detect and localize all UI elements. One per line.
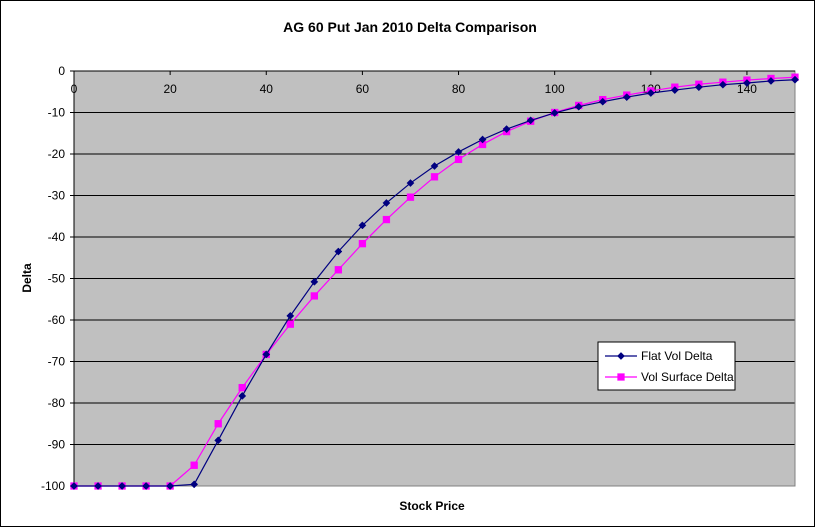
legend: Flat Vol Delta Vol Surface Delta xyxy=(597,341,736,391)
data-point xyxy=(718,80,727,89)
data-point xyxy=(286,311,295,320)
data-point xyxy=(430,173,439,181)
data-point xyxy=(742,79,751,87)
data-point xyxy=(791,75,799,84)
data-point xyxy=(214,420,222,428)
data-point xyxy=(214,436,223,445)
data-point xyxy=(334,247,343,256)
y-tick-label: -100 xyxy=(41,479,65,493)
data-point xyxy=(694,83,703,92)
x-tick-label: 0 xyxy=(71,82,78,96)
data-point xyxy=(478,135,487,144)
y-tick-label: -40 xyxy=(48,230,66,244)
data-point xyxy=(454,155,463,164)
y-tick-label: -70 xyxy=(48,355,66,369)
legend-swatch-marker xyxy=(617,352,625,360)
data-point xyxy=(310,292,318,300)
y-tick-label: -60 xyxy=(48,313,66,327)
data-point xyxy=(166,482,175,490)
y-tick-label: -50 xyxy=(48,272,66,286)
y-tick-label: 0 xyxy=(58,64,65,78)
data-point xyxy=(118,482,127,490)
data-point xyxy=(550,108,559,117)
x-tick-label: 100 xyxy=(545,82,565,96)
data-point xyxy=(190,480,199,489)
data-point xyxy=(190,461,198,469)
data-point xyxy=(670,86,679,95)
data-point xyxy=(430,162,439,170)
x-tick-label: 20 xyxy=(163,82,177,96)
data-point xyxy=(70,482,78,490)
legend-label: Vol Surface Delta xyxy=(641,370,734,384)
data-point xyxy=(358,221,367,230)
legend-box xyxy=(597,341,736,391)
data-point xyxy=(526,116,535,125)
series-layer xyxy=(70,73,799,490)
legend-label: Flat Vol Delta xyxy=(641,349,713,363)
x-axis-label: Stock Price xyxy=(399,499,465,513)
data-point xyxy=(767,77,775,85)
data-point xyxy=(406,193,415,201)
data-point xyxy=(622,93,631,102)
data-point xyxy=(286,320,294,328)
chart-title: AG 60 Put Jan 2010 Delta Comparison xyxy=(283,19,537,35)
y-tick-label: -30 xyxy=(48,189,66,203)
y-tick-label: -90 xyxy=(48,438,66,452)
series-1 xyxy=(70,75,799,490)
legend-swatch-marker xyxy=(617,373,625,381)
data-point xyxy=(574,102,583,111)
data-point xyxy=(382,215,391,224)
data-point xyxy=(358,239,367,248)
data-point xyxy=(262,350,271,359)
data-point xyxy=(310,277,319,286)
data-point xyxy=(454,147,463,156)
data-point xyxy=(334,266,343,274)
data-point xyxy=(382,199,391,207)
data-point xyxy=(142,482,151,490)
y-tick-label: -80 xyxy=(48,396,66,410)
x-tick-label: 40 xyxy=(260,82,274,96)
data-point xyxy=(598,97,607,106)
data-point xyxy=(502,125,511,134)
data-point xyxy=(238,391,247,400)
legend-items: Flat Vol Delta Vol Surface Delta xyxy=(605,349,734,384)
x-tick-label: 60 xyxy=(356,82,370,96)
x-tick-label: 80 xyxy=(452,82,466,96)
data-point xyxy=(94,482,102,490)
y-tick-label: -20 xyxy=(48,147,66,161)
y-axis-label: Delta xyxy=(20,263,34,293)
data-point xyxy=(406,179,415,188)
y-tick-label: -10 xyxy=(48,106,66,120)
data-point xyxy=(646,89,655,97)
data-point xyxy=(238,383,246,392)
x-tick-label: 140 xyxy=(737,82,757,96)
